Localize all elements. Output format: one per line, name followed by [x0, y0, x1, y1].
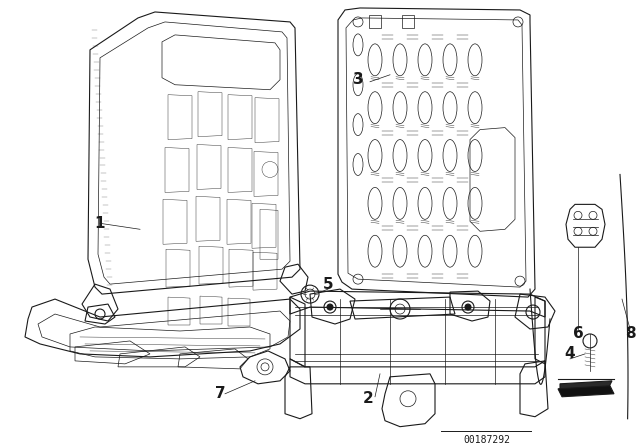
Text: 3: 3	[353, 72, 364, 87]
Text: 2: 2	[363, 391, 373, 406]
Text: 7: 7	[214, 386, 225, 401]
Text: 6: 6	[573, 327, 584, 341]
Text: 4: 4	[564, 346, 575, 362]
Text: 5: 5	[323, 276, 333, 292]
Text: 8: 8	[625, 327, 636, 341]
Circle shape	[465, 304, 471, 310]
Circle shape	[327, 304, 333, 310]
Text: 1: 1	[95, 216, 105, 231]
Polygon shape	[560, 381, 612, 392]
Polygon shape	[558, 386, 614, 397]
Text: 00187292: 00187292	[463, 435, 510, 445]
